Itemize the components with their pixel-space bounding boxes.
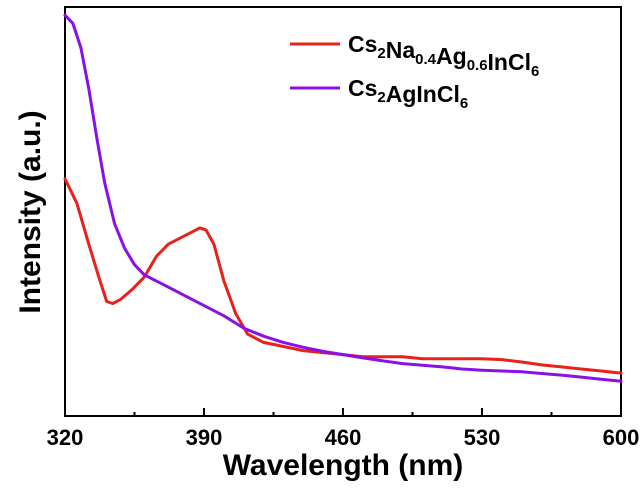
x-axis-tick-labels: 320 390 460 530 600 — [47, 425, 640, 450]
x-tick-label: 460 — [325, 425, 362, 450]
legend-label: Cs2AgInCl6 — [348, 75, 468, 112]
legend-label: Cs2Na0.4Ag0.6InCl6 — [348, 31, 539, 80]
series-lines — [63, 13, 623, 383]
x-axis-title: Wavelength (nm) — [223, 449, 464, 482]
x-axis-ticks — [64, 408, 622, 416]
y-axis-title: Intensity (a.u.) — [14, 110, 47, 313]
series-line — [63, 13, 623, 383]
x-tick-label: 390 — [186, 425, 223, 450]
series-line — [63, 177, 623, 375]
x-tick-label: 600 — [603, 425, 640, 450]
x-tick-label: 530 — [464, 425, 501, 450]
x-tick-label: 320 — [47, 425, 84, 450]
